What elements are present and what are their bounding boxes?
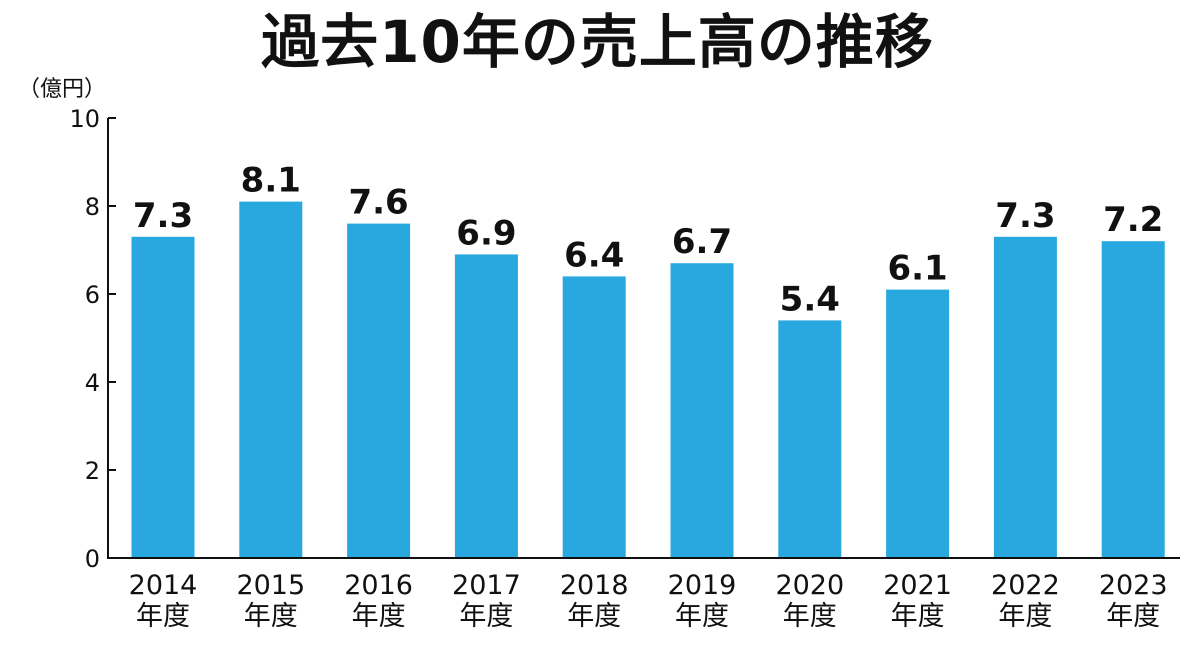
y-tick-label-10: 10 bbox=[69, 105, 100, 133]
bar-2018 bbox=[562, 276, 626, 558]
bar-2021 bbox=[886, 289, 950, 558]
bar-2014 bbox=[131, 236, 195, 559]
y-tick-label-2: 2 bbox=[85, 457, 100, 485]
x-tick-label-2016: 2016 年度 bbox=[344, 570, 413, 632]
x-ticks-group: 2014 年度 2015 年度 2016 年度 2017 年度 2018 年度 2019 年度 2020… bbox=[129, 570, 1168, 632]
bar-2017 bbox=[454, 254, 518, 558]
bars-group bbox=[131, 201, 1165, 559]
x-tick-label-2022: 2022 年度 bbox=[991, 570, 1060, 632]
y-tick-label-6: 6 bbox=[85, 281, 100, 309]
x-tick-label-2017: 2017 年度 bbox=[452, 570, 521, 632]
y-ticks-group: 0 2 4 6 8 10 bbox=[69, 105, 116, 573]
axes-group bbox=[107, 118, 1180, 559]
bar-2019 bbox=[670, 263, 734, 558]
data-label-2018: 6.4 bbox=[564, 235, 624, 275]
x-tick-label-2020: 2020 年度 bbox=[775, 570, 844, 632]
x-tick-label-2015: 2015 年度 bbox=[236, 570, 305, 632]
bar-2015 bbox=[239, 201, 303, 558]
data-label-2021: 6.1 bbox=[887, 249, 947, 289]
bar-2023 bbox=[1101, 241, 1165, 558]
bar-2016 bbox=[347, 223, 411, 558]
x-tick-label-2021: 2021 年度 bbox=[883, 570, 952, 632]
x-tick-label-2014: 2014 年度 bbox=[129, 570, 198, 632]
data-label-2015: 8.1 bbox=[241, 161, 301, 201]
y-tick-label-4: 4 bbox=[85, 369, 100, 397]
x-tick-label-2023: 2023 年度 bbox=[1099, 570, 1168, 632]
data-labels-group: 7.3 8.1 7.6 6.9 6.4 6.7 5.4 6.1 7.3 7.2 bbox=[133, 161, 1163, 320]
x-tick-label-2019: 2019 年度 bbox=[668, 570, 737, 632]
y-tick-label-0: 0 bbox=[85, 545, 100, 573]
y-axis-unit-label: （億円） bbox=[18, 77, 106, 102]
x-tick-label-2018: 2018 年度 bbox=[560, 570, 629, 632]
bar-2022 bbox=[993, 236, 1057, 559]
chart-title: 過去10年の売上高の推移 bbox=[261, 8, 934, 76]
data-label-2017: 6.9 bbox=[456, 213, 516, 253]
data-label-2020: 5.4 bbox=[780, 279, 840, 319]
data-label-2023: 7.2 bbox=[1103, 200, 1163, 240]
data-label-2019: 6.7 bbox=[672, 222, 732, 262]
data-label-2016: 7.6 bbox=[348, 183, 408, 223]
bar-2020 bbox=[778, 320, 842, 558]
y-tick-label-8: 8 bbox=[85, 193, 100, 221]
data-label-2014: 7.3 bbox=[133, 196, 193, 236]
data-label-2022: 7.3 bbox=[995, 196, 1055, 236]
